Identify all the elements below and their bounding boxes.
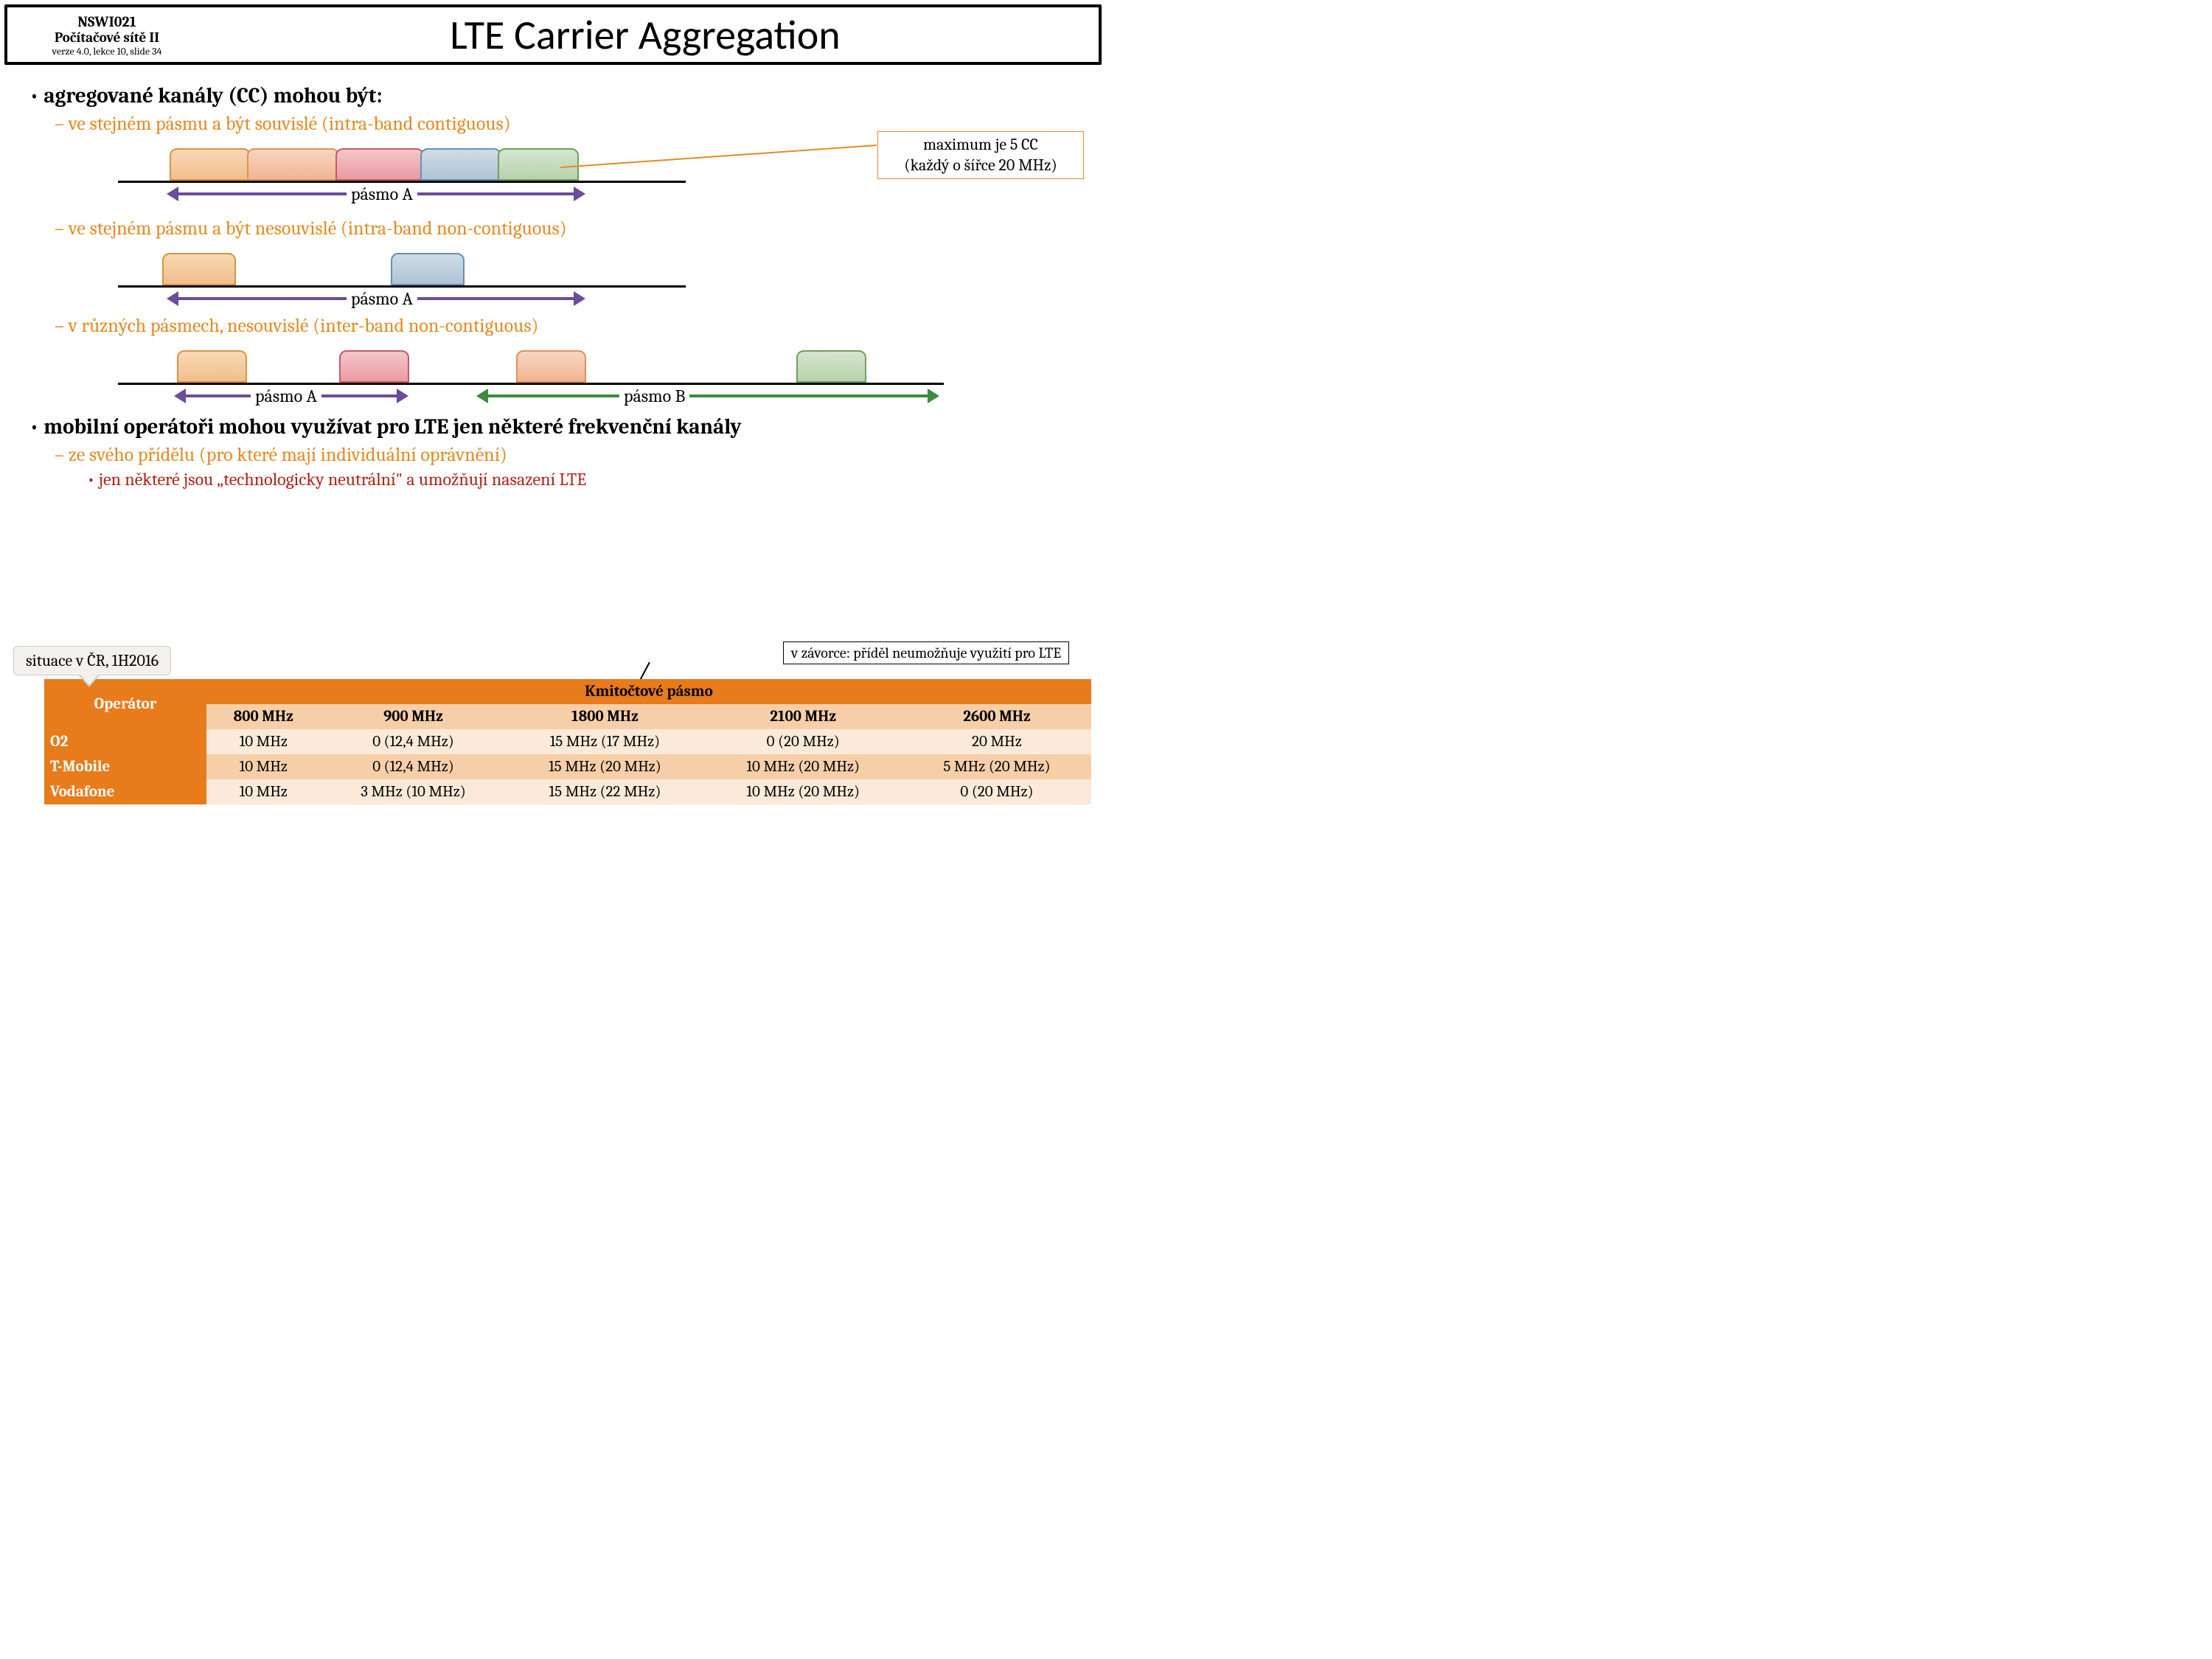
course-version: verze 4.0, lekce 10, slide 34 [15, 46, 199, 58]
td-cell: 15 MHz (22 MHz) [506, 779, 703, 804]
note-parentheses: v závorce: příděl neumožňuje využití pro… [783, 641, 1069, 664]
band-baseline [118, 285, 686, 288]
table-row: O210 MHz0 (12,4 MHz)15 MHz (17 MHz)0 (20… [44, 729, 1091, 754]
table-body: O210 MHz0 (12,4 MHz)15 MHz (17 MHz)0 (20… [44, 729, 1091, 804]
td-cell: 10 MHz (20 MHz) [703, 779, 902, 804]
td-cell: 10 MHz [206, 779, 321, 804]
th-band: 1800 MHz [506, 704, 703, 729]
channel-block [498, 148, 579, 181]
band-label: pásmo A [251, 386, 321, 406]
callout-line1: maximum je 5 CC [888, 135, 1073, 156]
table-row: Vodafone10 MHz3 MHz (10 MHz)15 MHz (22 M… [44, 779, 1091, 804]
band-arrow [487, 394, 929, 397]
bullet-intra-noncontiguous: ve stejném pásmu a být nesouvislé (intra… [55, 218, 1084, 240]
td-cell: 0 (12,4 MHz) [321, 729, 507, 754]
band-baseline [118, 181, 686, 183]
td-cell: 0 (20 MHz) [703, 729, 902, 754]
th-band: 800 MHz [206, 704, 321, 729]
th-band-group: Kmitočtové pásmo [206, 679, 1091, 704]
channel-block [247, 148, 339, 181]
td-operator: Vodafone [44, 779, 206, 804]
bullet-inter-noncontiguous: v různých pásmech, nesouvislé (inter-ban… [55, 315, 1084, 337]
channel-block [162, 253, 236, 285]
diagram-inter-noncontiguous: pásmo A pásmo B [118, 341, 1084, 408]
band-baseline [118, 383, 944, 385]
td-cell: 0 (20 MHz) [902, 779, 1091, 804]
channel-block [420, 148, 501, 181]
td-operator: T-Mobile [44, 754, 206, 779]
td-cell: 0 (12,4 MHz) [321, 754, 507, 779]
channel-block [516, 350, 586, 383]
course-info: NSWI021 Počítačové sítě II verze 4.0, le… [15, 13, 199, 58]
band-label: pásmo B [619, 386, 689, 406]
table-row: T-Mobile10 MHz0 (12,4 MHz)15 MHz (20 MHz… [44, 754, 1091, 779]
bullet-neutral: jen některé jsou „technologicky neutráln… [87, 469, 1084, 490]
td-cell: 10 MHz (20 MHz) [703, 754, 902, 779]
td-cell: 10 MHz [206, 729, 321, 754]
band-label: pásmo A [347, 288, 417, 309]
td-cell: 10 MHz [206, 754, 321, 779]
th-operator: Operátor [44, 679, 206, 729]
bullet-allocation: ze svého přídělu (pro které mají individ… [55, 444, 1084, 466]
band-label: pásmo A [347, 184, 417, 204]
channel-block [170, 148, 251, 181]
channel-block [796, 350, 866, 383]
slide-title: LTE Carrier Aggregation [199, 10, 1091, 60]
td-cell: 20 MHz [902, 729, 1091, 754]
channel-block [335, 148, 424, 181]
td-cell: 5 MHz (20 MHz) [902, 754, 1091, 779]
table-header-row1: Operátor Kmitočtové pásmo [44, 679, 1091, 704]
bullet-operators: mobilní operátoři mohou využívat pro LTE… [29, 415, 1084, 439]
course-name: Počítačové sítě II [15, 30, 199, 46]
course-code: NSWI021 [15, 13, 199, 30]
td-operator: O2 [44, 729, 206, 754]
th-band: 2100 MHz [703, 704, 902, 729]
diagram-intra-noncontiguous: pásmo A [118, 244, 1084, 310]
th-band: 2600 MHz [902, 704, 1091, 729]
situation-label: situace v ČR, 1H2016 [13, 646, 171, 675]
th-band: 900 MHz [321, 704, 507, 729]
td-cell: 3 MHz (10 MHz) [321, 779, 507, 804]
callout-max-cc: maximum je 5 CC (každý o šířce 20 MHz) [877, 131, 1084, 179]
channel-block [339, 350, 409, 383]
channel-block [391, 253, 465, 285]
td-cell: 15 MHz (20 MHz) [506, 754, 703, 779]
td-cell: 15 MHz (17 MHz) [506, 729, 703, 754]
frequency-table: Operátor Kmitočtové pásmo 800 MHz900 MHz… [44, 679, 1091, 804]
callout-line2: (každý o šířce 20 MHz) [888, 156, 1073, 176]
channel-block [177, 350, 247, 383]
bullet-aggregated-channels: agregované kanály (CC) mohou být: [29, 84, 1084, 108]
slide-header: NSWI021 Počítačové sítě II verze 4.0, le… [4, 4, 1102, 65]
